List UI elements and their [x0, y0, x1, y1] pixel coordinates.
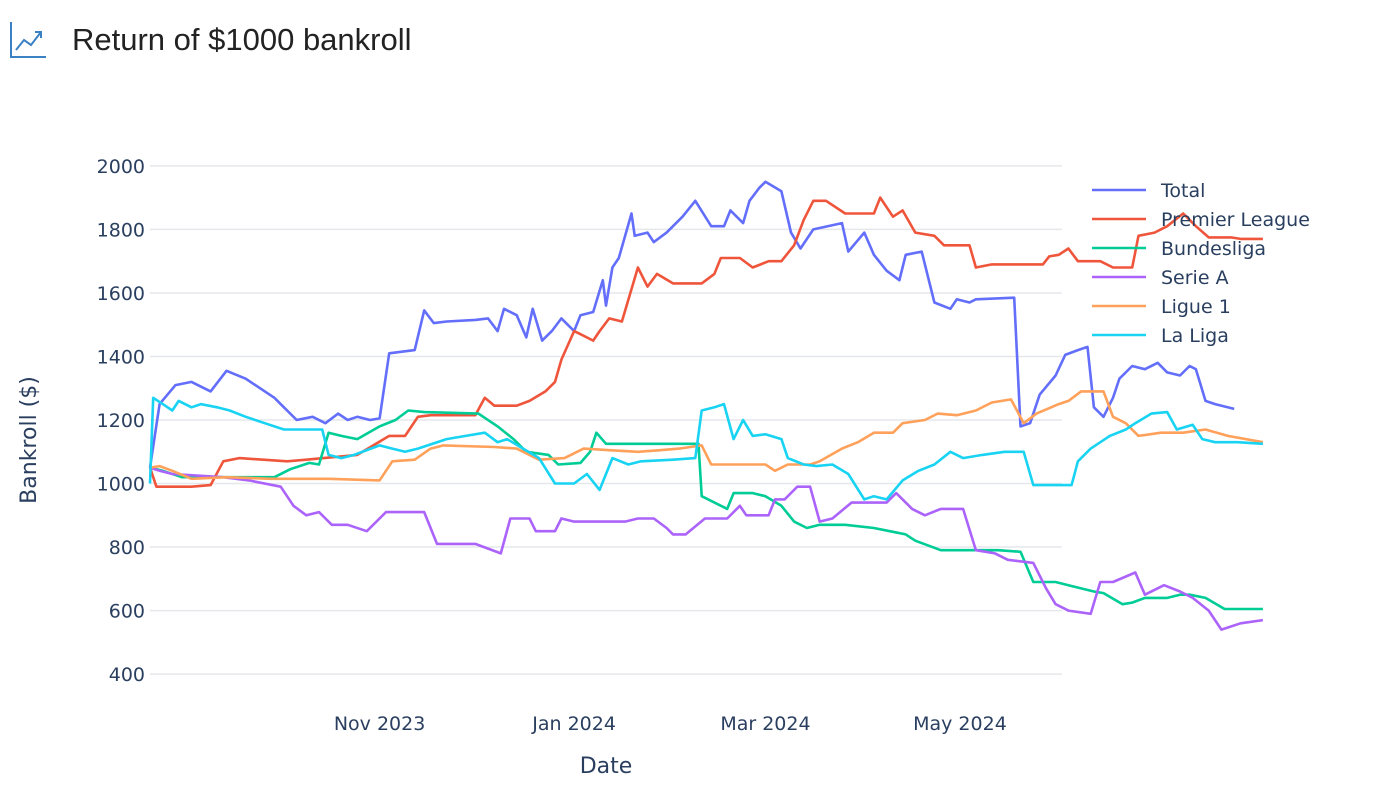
x-tick-label: Jan 2024 — [531, 713, 616, 735]
y-axis-title: Bankroll ($) — [17, 376, 42, 504]
x-tick-label: Nov 2023 — [334, 713, 425, 735]
series-line-serie-a — [149, 466, 1264, 631]
x-tick-label: Mar 2024 — [720, 713, 810, 735]
legend-label-ligue-1[interactable]: Ligue 1 — [1161, 296, 1231, 318]
trending-up-icon — [10, 22, 46, 58]
legend-label-bundesliga[interactable]: Bundesliga — [1161, 238, 1266, 260]
y-tick-label: 1800 — [97, 219, 145, 241]
x-axis-title: Date — [580, 754, 633, 779]
legend-label-serie-a[interactable]: Serie A — [1161, 267, 1229, 289]
series-lines — [148, 180, 1264, 631]
series-line-la-liga — [148, 396, 1263, 501]
y-tick-label: 1000 — [97, 474, 145, 496]
series-line-bundesliga — [149, 409, 1263, 611]
series-line-total — [148, 180, 1235, 468]
page-title: Return of $1000 bankroll — [72, 22, 412, 57]
series-line-premier-league — [148, 196, 1263, 488]
legend: Total Premier League Bundesliga Serie A Ligu… — [1092, 180, 1310, 347]
y-tick-label: 1200 — [97, 410, 145, 432]
header: Return of $1000 bankroll — [8, 18, 412, 62]
y-tick-label: 800 — [109, 537, 145, 559]
series-line-ligue-1 — [149, 390, 1264, 482]
legend-label-total[interactable]: Total — [1160, 180, 1205, 202]
legend-label-la-liga[interactable]: La Liga — [1161, 325, 1229, 347]
y-tick-label: 1600 — [97, 283, 145, 305]
x-tick-label: May 2024 — [913, 713, 1007, 735]
y-axis: 400 600 800 1000 1200 1400 1600 1800 2000 — [97, 156, 145, 686]
y-tick-label: 600 — [109, 601, 145, 623]
y-tick-label: 400 — [109, 664, 145, 686]
x-axis: Nov 2023 Jan 2024 Mar 2024 May 2024 — [334, 713, 1007, 735]
y-tick-label: 1400 — [97, 346, 145, 368]
y-tick-label: 2000 — [97, 156, 145, 178]
legend-label-premier-league[interactable]: Premier League — [1161, 209, 1310, 231]
